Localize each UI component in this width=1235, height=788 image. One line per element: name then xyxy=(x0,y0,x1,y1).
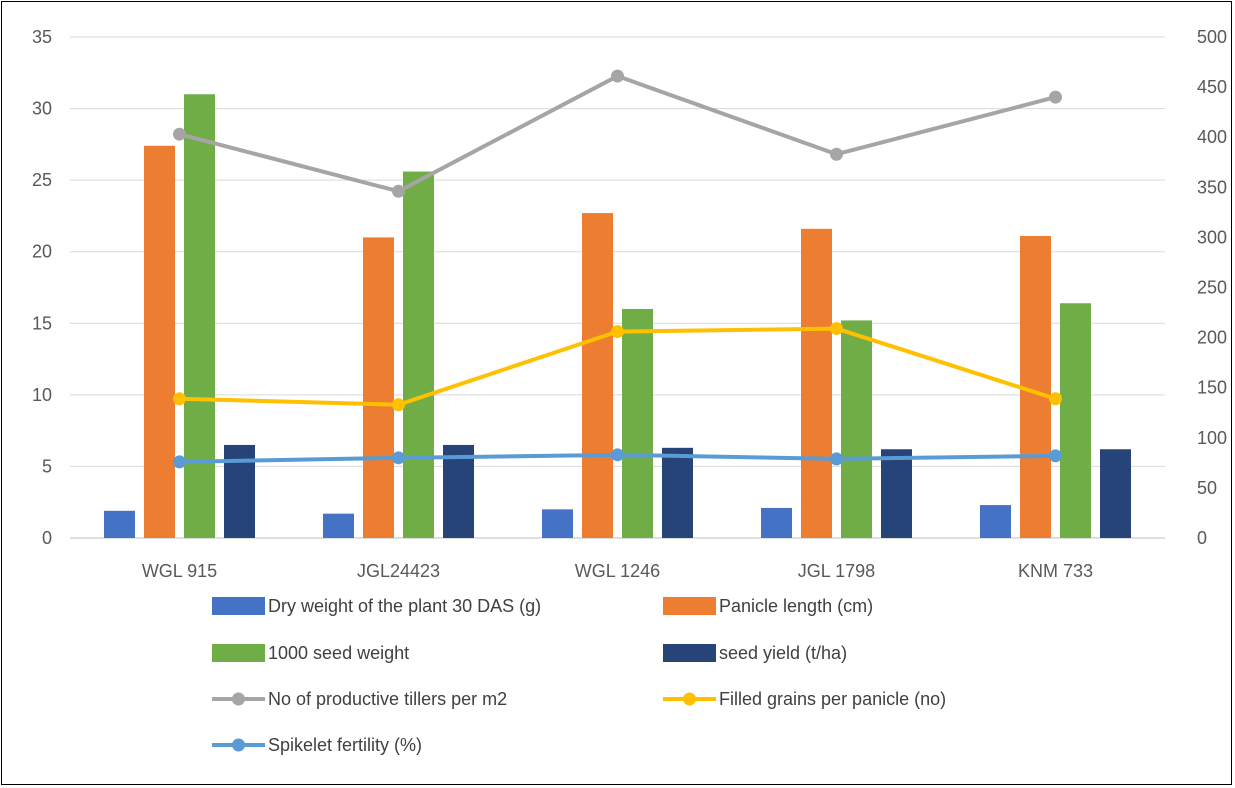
line-point xyxy=(830,452,843,465)
category-label: KNM 733 xyxy=(1018,561,1093,581)
right-axis-ticks: 0 50 100 150 200 250 300 350 400 450 500 xyxy=(1197,27,1227,548)
bar xyxy=(582,213,613,538)
category-label: WGL 915 xyxy=(142,561,217,581)
left-tick-label: 10 xyxy=(32,385,52,405)
bar xyxy=(841,320,872,538)
legend-swatch xyxy=(663,644,716,662)
line-series xyxy=(173,70,1062,469)
category-labels: WGL 915 JGL24423 WGL 1246 JGL 1798 KNM 733 xyxy=(142,561,1093,581)
line-point xyxy=(611,70,624,83)
legend-label: seed yield (t/ha) xyxy=(719,643,847,663)
line-point xyxy=(611,448,624,461)
line-point xyxy=(611,325,624,338)
left-axis-ticks: 0 5 10 15 20 25 30 35 xyxy=(32,27,52,548)
line-point xyxy=(392,398,405,411)
category-label: WGL 1246 xyxy=(575,561,660,581)
bar xyxy=(662,448,693,538)
legend-label: Dry weight of the plant 30 DAS (g) xyxy=(268,596,541,616)
left-tick-label: 30 xyxy=(32,99,52,119)
right-tick-label: 0 xyxy=(1197,528,1207,548)
right-tick-label: 350 xyxy=(1197,177,1227,197)
bar xyxy=(104,511,135,538)
line-point xyxy=(392,185,405,198)
legend-marker xyxy=(232,693,245,706)
legend-swatch xyxy=(212,644,265,662)
bar xyxy=(622,309,653,538)
bar-series xyxy=(104,94,1131,538)
legend-label: Filled grains per panicle (no) xyxy=(719,689,946,709)
bar xyxy=(184,94,215,538)
legend-swatch xyxy=(663,597,716,615)
line-point xyxy=(830,322,843,335)
line-point xyxy=(1049,91,1062,104)
line-point xyxy=(173,128,186,141)
legend-label: Spikelet fertility (%) xyxy=(268,735,422,755)
line-point xyxy=(830,148,843,161)
right-tick-label: 100 xyxy=(1197,428,1227,448)
legend-marker xyxy=(683,693,696,706)
bar xyxy=(980,505,1011,538)
right-tick-label: 300 xyxy=(1197,227,1227,247)
right-tick-label: 200 xyxy=(1197,328,1227,348)
line-point xyxy=(1049,449,1062,462)
legend-label: Panicle length (cm) xyxy=(719,596,873,616)
series-line xyxy=(180,76,1056,191)
series-line xyxy=(180,329,1056,405)
legend-label: 1000 seed weight xyxy=(268,643,409,663)
legend-label: No of productive tillers per m2 xyxy=(268,689,507,709)
legend-marker xyxy=(232,739,245,752)
bar xyxy=(542,509,573,538)
category-label: JGL24423 xyxy=(357,561,440,581)
line-point xyxy=(173,455,186,468)
right-tick-label: 250 xyxy=(1197,278,1227,298)
left-tick-label: 35 xyxy=(32,27,52,47)
line-point xyxy=(1049,392,1062,405)
bar xyxy=(323,514,354,538)
line-point xyxy=(173,392,186,405)
right-tick-label: 500 xyxy=(1197,27,1227,47)
bar xyxy=(1060,303,1091,538)
right-tick-label: 50 xyxy=(1197,478,1217,498)
legend-swatch xyxy=(212,597,265,615)
bar xyxy=(761,508,792,538)
category-label: JGL 1798 xyxy=(798,561,875,581)
left-tick-label: 5 xyxy=(42,456,52,476)
bar xyxy=(1100,449,1131,538)
left-tick-label: 0 xyxy=(42,528,52,548)
line-point xyxy=(392,451,405,464)
left-tick-label: 15 xyxy=(32,313,52,333)
bar xyxy=(363,237,394,538)
bar xyxy=(144,146,175,538)
bar xyxy=(403,172,434,538)
bar xyxy=(881,449,912,538)
left-tick-label: 25 xyxy=(32,170,52,190)
right-tick-label: 450 xyxy=(1197,77,1227,97)
legend: Dry weight of the plant 30 DAS (g) Panicl… xyxy=(212,596,946,755)
right-tick-label: 150 xyxy=(1197,378,1227,398)
bar xyxy=(801,229,832,538)
left-tick-label: 20 xyxy=(32,242,52,262)
right-tick-label: 400 xyxy=(1197,127,1227,147)
